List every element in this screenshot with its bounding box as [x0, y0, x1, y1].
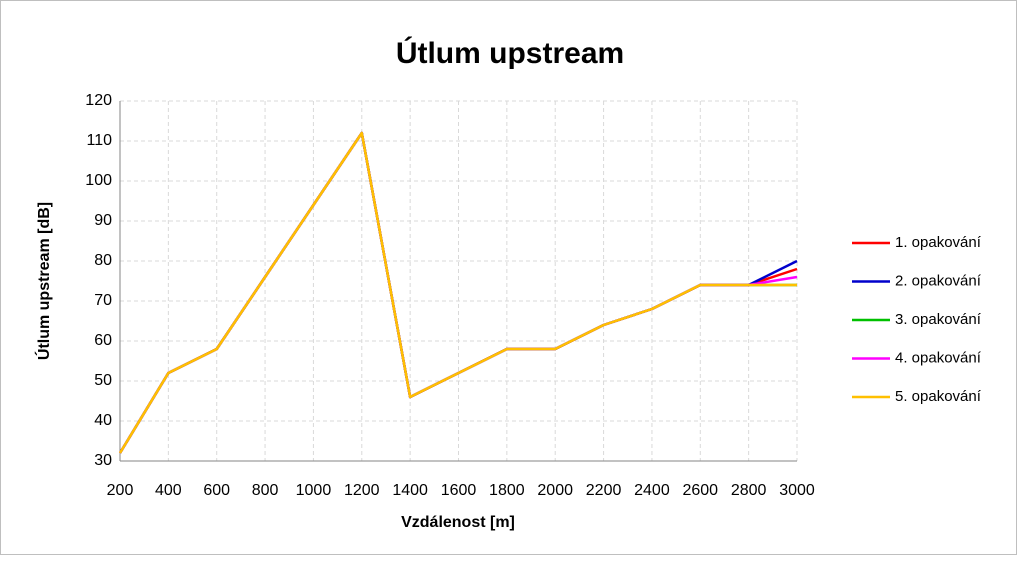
x-tick-label: 2200: [586, 482, 622, 499]
y-tick-label: 120: [85, 92, 112, 109]
x-tick-label: 400: [155, 482, 182, 499]
legend-label: 5. opakování: [895, 388, 982, 405]
x-tick-label: 1600: [441, 482, 477, 499]
y-tick-label: 50: [94, 372, 112, 389]
x-tick-label: 2000: [537, 482, 573, 499]
y-tick-label: 110: [86, 132, 112, 149]
x-tick-label: 2600: [682, 482, 718, 499]
x-tick-label: 2800: [731, 482, 767, 499]
y-tick-label: 90: [94, 212, 112, 229]
y-tick-label: 40: [94, 412, 112, 429]
y-tick-label: 70: [94, 292, 112, 309]
legend-label: 2. opakování: [895, 272, 982, 289]
x-tick-label: 3000: [779, 482, 815, 499]
x-tick-label: 800: [252, 482, 279, 499]
x-tick-label: 2400: [634, 482, 670, 499]
x-tick-label: 1800: [489, 482, 525, 499]
x-axis-label: Vzdálenost [m]: [401, 514, 515, 531]
line-series: [118, 131, 797, 454]
x-tick-label: 600: [203, 482, 230, 499]
x-tick-label: 1200: [344, 482, 380, 499]
x-tick-label: 1000: [296, 482, 332, 499]
x-tick-label: 200: [107, 482, 134, 499]
chart-title: Útlum upstream: [396, 36, 624, 70]
y-tick-label: 80: [94, 252, 112, 269]
y-axis-label: Útlum upstream [dB]: [34, 202, 53, 360]
y-tick-label: 100: [85, 172, 112, 189]
x-tick-label: 1400: [392, 482, 428, 499]
legend-label: 3. opakování: [895, 311, 982, 328]
y-tick-label: 60: [94, 332, 112, 349]
y-tick-label: 30: [94, 452, 112, 469]
legend-label: 1. opakování: [895, 234, 982, 251]
legend-label: 4. opakování: [895, 349, 982, 366]
